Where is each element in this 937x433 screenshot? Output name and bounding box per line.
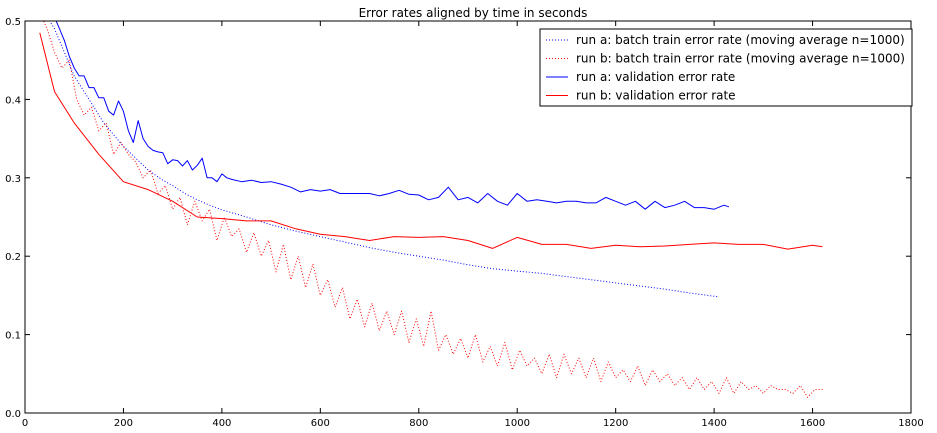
y-tick-label: 0.5	[5, 17, 21, 28]
y-tick-label: 0.0	[5, 409, 21, 420]
legend-frame	[539, 28, 913, 107]
series-line-3	[55, 21, 730, 210]
y-tick-label: 0.4	[5, 95, 21, 106]
legend-label-2: run b: batch train error rate (moving av…	[576, 52, 905, 66]
axis-ticks: 0 200 400 600 800 1000 1200 1400 1600 1800 0.0 0.1 0…	[5, 17, 924, 429]
series-layer	[39, 21, 823, 398]
x-tick-label: 1800	[898, 418, 923, 429]
x-tick-label: 800	[409, 418, 428, 429]
x-tick-label: 1200	[603, 418, 628, 429]
chart-title: Error rates aligned by time in seconds	[359, 6, 588, 20]
x-tick-label: 200	[114, 418, 133, 429]
x-tick-label: 1400	[701, 418, 726, 429]
x-tick-label: 0	[22, 418, 28, 429]
y-tick-label: 0.2	[5, 252, 21, 263]
legend: run a: batch train error rate (moving av…	[539, 28, 913, 107]
series-line-2	[42, 21, 823, 398]
x-tick-label: 1000	[504, 418, 529, 429]
legend-label-4: run b: validation error rate	[576, 89, 736, 103]
x-tick-label: 400	[212, 418, 231, 429]
y-tick-label: 0.3	[5, 174, 21, 185]
y-tick-label: 0.1	[5, 331, 21, 342]
x-tick-label: 1600	[800, 418, 825, 429]
legend-label-1: run a: batch train error rate (moving av…	[576, 33, 905, 47]
series-line-4	[39, 32, 823, 250]
x-tick-label: 600	[311, 418, 330, 429]
legend-label-3: run a: validation error rate	[576, 70, 735, 84]
plot-area-frame	[24, 20, 912, 414]
